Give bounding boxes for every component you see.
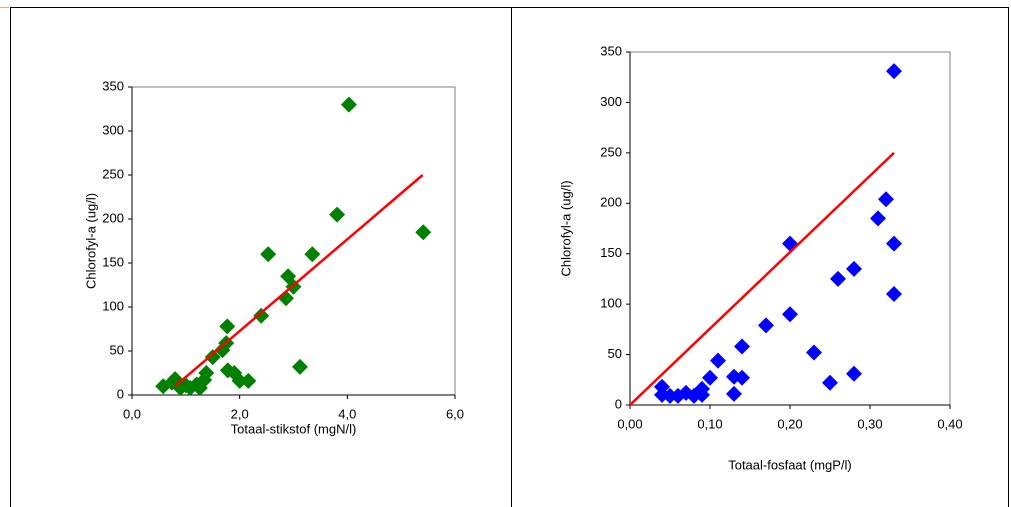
data-point — [291, 358, 308, 375]
data-point — [846, 365, 862, 382]
y-tick-label: 100 — [600, 296, 622, 311]
x-tick-label: 0,0 — [123, 406, 141, 421]
x-tick-label: 0,00 — [617, 416, 642, 431]
y-tick-label: 200 — [600, 195, 622, 210]
y-tick-label: 0 — [117, 386, 124, 401]
y-tick-label: 100 — [102, 298, 124, 313]
y-tick-label: 150 — [600, 245, 622, 260]
data-point — [240, 372, 257, 389]
x-tick-label: 4,0 — [338, 406, 356, 421]
y-axis-label: Chlorofyl-a (ug/l) — [558, 180, 573, 276]
data-point — [734, 338, 750, 355]
data-point — [726, 385, 742, 402]
data-point — [702, 369, 718, 386]
y-tick-label: 350 — [600, 43, 622, 58]
data-point — [870, 210, 886, 227]
data-point — [260, 246, 277, 263]
y-tick-label: 150 — [102, 254, 124, 269]
y-tick-label: 250 — [600, 144, 622, 159]
data-point — [734, 369, 750, 386]
x-tick-label: 6,0 — [446, 406, 464, 421]
y-axis-label: Chlorofyl-a (ug/l) — [83, 193, 98, 289]
y-tick-label: 50 — [608, 346, 622, 361]
data-point — [231, 372, 248, 389]
data-point — [198, 365, 215, 381]
data-point — [782, 306, 798, 323]
trend-line — [629, 151, 895, 406]
y-tick-label: 250 — [102, 166, 124, 181]
y-tick-label: 50 — [110, 342, 124, 357]
x-axis-label: Totaal-stikstof (mgN/l) — [231, 421, 357, 436]
y-tick-label: 200 — [102, 210, 124, 225]
data-point — [204, 349, 221, 366]
data-point — [822, 374, 838, 391]
data-point — [304, 246, 321, 263]
data-point — [219, 318, 236, 335]
data-point — [806, 344, 822, 361]
data-point — [710, 352, 726, 369]
y-tick-label: 300 — [102, 122, 124, 137]
data-point — [340, 96, 357, 113]
x-tick-label: 0,40 — [937, 416, 962, 431]
trend-line — [174, 174, 424, 388]
data-point — [878, 191, 894, 208]
data-point — [415, 224, 432, 241]
data-point — [253, 307, 270, 324]
data-point — [886, 63, 902, 80]
y-tick-label: 300 — [600, 94, 622, 109]
data-point — [830, 270, 846, 287]
plot-area — [629, 51, 951, 406]
data-point — [694, 380, 710, 397]
x-tick-label: 0,30 — [857, 416, 882, 431]
data-point — [846, 260, 862, 277]
table-border — [0, 7, 1009, 507]
x-tick-label: 2,0 — [231, 406, 249, 421]
plot-area — [131, 86, 456, 396]
data-point — [654, 378, 670, 395]
data-point — [758, 317, 774, 334]
x-tick-label: 0,20 — [777, 416, 802, 431]
y-tick-label: 350 — [102, 78, 124, 93]
data-point — [886, 286, 902, 303]
data-point — [782, 235, 798, 252]
x-tick-label: 0,10 — [697, 416, 722, 431]
data-point — [329, 206, 346, 223]
x-axis-label: Totaal-fosfaat (mgP/l) — [728, 457, 852, 472]
y-tick-label: 0 — [615, 396, 622, 411]
data-point — [886, 235, 902, 252]
